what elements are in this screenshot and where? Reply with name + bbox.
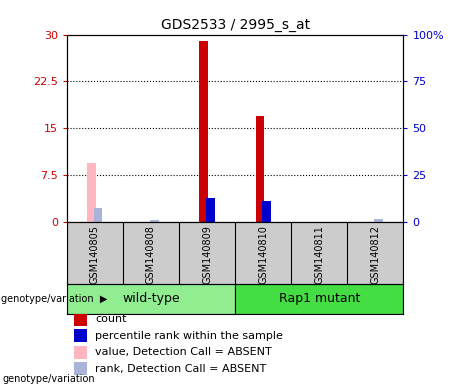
Text: wild-type: wild-type [122, 293, 180, 305]
Text: GSM140810: GSM140810 [258, 225, 268, 284]
Bar [74, 346, 87, 359]
Text: rank, Detection Call = ABSENT: rank, Detection Call = ABSENT [95, 364, 267, 374]
Bar [74, 329, 87, 342]
Text: genotype/variation  ▶: genotype/variation ▶ [1, 294, 108, 304]
Bar [74, 312, 87, 326]
Text: GSM140809: GSM140809 [202, 225, 212, 284]
Text: percentile rank within the sample: percentile rank within the sample [95, 331, 284, 341]
Text: genotype/variation: genotype/variation [2, 374, 95, 384]
Bar [200, 41, 208, 222]
Bar [235, 285, 403, 314]
Text: count: count [95, 314, 127, 324]
Text: GSM140805: GSM140805 [90, 225, 100, 284]
Bar [150, 220, 159, 222]
Bar [374, 219, 383, 222]
Text: GSM140811: GSM140811 [314, 225, 324, 284]
Bar [87, 162, 96, 222]
Text: GSM140812: GSM140812 [370, 225, 380, 284]
Bar [67, 285, 235, 314]
Bar [74, 362, 87, 376]
Bar [262, 201, 271, 222]
Text: GSM140808: GSM140808 [146, 225, 156, 284]
Title: GDS2533 / 2995_s_at: GDS2533 / 2995_s_at [160, 18, 310, 32]
Bar [94, 208, 102, 222]
Text: value, Detection Call = ABSENT: value, Detection Call = ABSENT [95, 347, 272, 357]
Bar [206, 198, 215, 222]
Text: Rap1 mutant: Rap1 mutant [278, 293, 360, 305]
Bar [255, 116, 264, 222]
